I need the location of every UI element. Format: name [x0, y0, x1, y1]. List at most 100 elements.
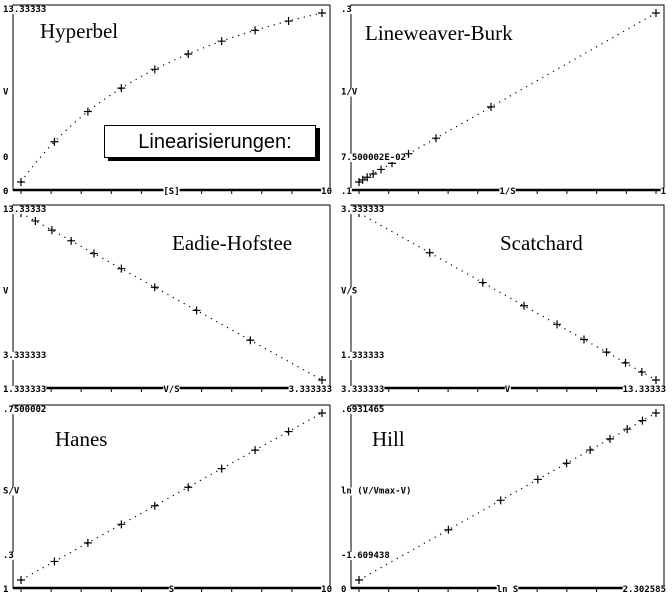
data-point	[31, 216, 40, 225]
data-point	[150, 65, 159, 74]
x-min-label: 1.333333	[3, 385, 46, 395]
y-low-label-bg	[341, 352, 385, 360]
data-point	[192, 306, 201, 315]
x-min-label-bg	[341, 188, 352, 196]
y-axis-label: 1/V	[341, 88, 358, 98]
x-max-label-bg	[288, 386, 332, 394]
data-point	[284, 427, 293, 436]
data-point	[184, 483, 193, 492]
y-max-label-bg	[341, 406, 385, 414]
data-point	[562, 459, 571, 468]
x-max-label-bg	[622, 386, 666, 394]
y-axis-label: S/V	[3, 487, 20, 497]
x-axis-label: S	[169, 585, 174, 594]
x-axis-label-bg	[168, 586, 175, 594]
x-max-label: 10	[321, 585, 332, 594]
chart-panel-5: .7500002 S/V .3 1 S 10 Hanes	[3, 404, 332, 594]
data-point	[533, 475, 542, 484]
data-point	[117, 84, 126, 93]
chart-title: Lineweaver-Burk	[365, 21, 513, 45]
x-min-label: 0	[3, 187, 8, 197]
data-point	[425, 248, 434, 257]
chart-title: Eadie-Hofstee	[172, 231, 292, 255]
y-max-label: .7500002	[3, 405, 46, 415]
data-point	[652, 376, 660, 384]
y-axis-label-bg	[341, 287, 358, 296]
y-low-label: -1.609438	[341, 551, 390, 561]
data-point	[217, 37, 226, 46]
y-low-label: .3	[3, 551, 14, 561]
y-axis-label: V	[3, 287, 9, 297]
chart-panel-4: 3.333333 V/S 1.333333 3.333333 V 13.33333 Scat…	[341, 204, 666, 395]
data-point	[355, 575, 363, 584]
x-max-label: 10	[321, 187, 332, 197]
data-point	[117, 264, 126, 273]
chart-panel-3: 13.33333 V 3.333333 1.333333 V/S 3.333333 Eadi…	[3, 204, 332, 395]
data-point	[431, 134, 440, 143]
y-axis-label-bg	[341, 487, 412, 496]
y-low-label: 1.333333	[341, 351, 384, 361]
data-point	[602, 348, 611, 357]
x-min-label-bg	[341, 586, 347, 594]
x-max-label: 1	[661, 187, 666, 197]
y-axis-label-bg	[341, 88, 358, 97]
x-max-label: 13.33333	[623, 385, 666, 395]
data-point	[444, 525, 453, 534]
data-point	[251, 26, 260, 35]
x-axis-label-bg	[163, 386, 180, 394]
fit-line	[358, 412, 657, 581]
data-point	[83, 538, 92, 547]
x-axis-label: V	[505, 385, 511, 395]
data-point	[638, 416, 647, 425]
data-point	[17, 576, 25, 584]
data-point	[404, 149, 413, 158]
data-point	[652, 409, 661, 418]
data-point	[284, 17, 293, 26]
y-low-label-bg	[3, 552, 14, 560]
data-point	[83, 107, 92, 116]
data-point	[150, 283, 159, 292]
data-point	[377, 165, 386, 174]
x-axis-label: ln S	[497, 585, 519, 594]
data-point	[217, 464, 226, 473]
data-point	[89, 249, 98, 258]
fit-line	[20, 12, 323, 183]
data-point	[184, 49, 193, 58]
y-max-label: 13.33333	[3, 205, 46, 215]
chart-title: Scatchard	[500, 231, 583, 255]
x-min-label-bg	[3, 586, 9, 594]
x-axis-label-bg	[496, 586, 519, 594]
y-low-label: 0	[3, 153, 8, 163]
y-low-label-bg	[3, 352, 47, 360]
chart-title: Hill	[372, 427, 405, 451]
data-point	[246, 336, 255, 345]
x-axis-label-bg	[163, 188, 180, 196]
y-low-label-bg	[341, 154, 407, 162]
data-point	[586, 446, 595, 455]
data-point	[117, 520, 126, 529]
x-axis-label-bg	[499, 188, 516, 196]
x-min-label: 0	[341, 585, 346, 594]
y-max-label-bg	[341, 206, 385, 214]
chart-panel-1: 13.33333 V 0 0 [S] 10 Hyperbel	[3, 4, 332, 197]
x-min-label: .1	[341, 187, 352, 197]
data-point	[318, 9, 326, 17]
chart-panel-6: .6931465 ln (V/Vmax-V) -1.609438 0 ln S 2.302…	[341, 404, 666, 594]
x-min-label-bg	[3, 188, 9, 196]
fit-line	[358, 212, 657, 381]
x-axis-label-bg	[504, 386, 511, 394]
x-max-label-bg	[660, 188, 666, 196]
data-point	[520, 301, 529, 310]
y-axis-label-bg	[3, 487, 20, 496]
chart-title: Hyperbel	[40, 19, 118, 43]
data-point	[318, 376, 326, 384]
data-point	[553, 320, 562, 329]
data-point	[50, 137, 59, 146]
data-point	[621, 358, 630, 367]
data-point	[623, 425, 632, 434]
y-max-label-bg	[3, 206, 47, 214]
y-max-label: 13.33333	[3, 5, 46, 15]
x-min-label: 3.333333	[341, 385, 384, 395]
x-max-label-bg	[321, 586, 332, 594]
